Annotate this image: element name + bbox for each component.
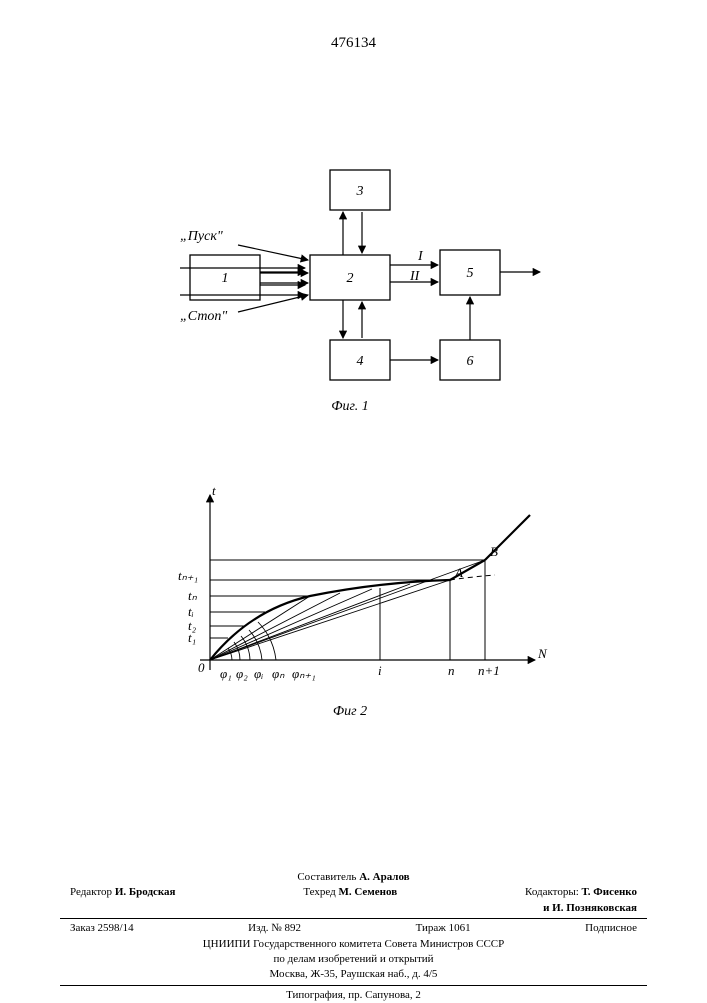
figure-1: 1 2 3 4 5 6 „Пуск" „Стоп" I II Фиг. 1	[150, 140, 550, 420]
xtick-phii: φᵢ	[254, 666, 263, 681]
techred-name: М. Семенов	[338, 886, 397, 898]
xtick-phi2: φ₂	[236, 666, 248, 681]
page-number: 476134	[0, 35, 707, 52]
block-2-label: 2	[347, 271, 354, 286]
label-stop: „Стоп"	[180, 309, 227, 324]
coder2-name: и И. Позняковская	[543, 902, 637, 914]
editor-name: И. Бродская	[115, 886, 176, 898]
block-6-label: 6	[467, 354, 474, 369]
address: Москва, Ж-35, Раушская наб., д. 4/5	[60, 967, 647, 982]
editor-label: Редактор	[70, 886, 112, 898]
tirazh: Тираж 1061	[416, 921, 471, 936]
ytick-tn1: tₙ₊₁	[178, 568, 198, 583]
block-4-label: 4	[357, 354, 364, 369]
point-A: A	[454, 565, 463, 580]
compiler-name: А. Аралов	[359, 871, 409, 883]
xtick-n1: n+1	[478, 663, 500, 678]
izd-number: Изд. № 892	[248, 921, 301, 936]
xtick-phin1: φₙ₊₁	[292, 666, 316, 681]
label-II: II	[409, 269, 421, 284]
ytick-ti: tᵢ	[188, 604, 194, 619]
xtick-n: n	[448, 663, 455, 678]
figure-2: t N 0 t₁ t₂ tᵢ tₙ tₙ₊₁ φ₁ φ₂ φᵢ φₙ φₙ₊₁ …	[150, 480, 550, 740]
coder1-name: Т. Фисенко	[582, 886, 637, 898]
fig1-caption: Фиг. 1	[331, 399, 369, 414]
xtick-phin: φₙ	[272, 666, 285, 681]
coder-label: Кодакторы:	[525, 886, 579, 898]
xtick-i: i	[378, 663, 382, 678]
credits-block: Составитель А. Аралов Редактор И. Бродск…	[60, 870, 647, 1003]
block-3-label: 3	[356, 184, 364, 199]
label-I: I	[417, 249, 424, 264]
x-axis-label: N	[537, 646, 548, 661]
typography: Типография, пр. Сапунова, 2	[60, 988, 647, 1003]
ytick-t2: t₂	[188, 618, 197, 633]
order-number: Заказ 2598/14	[70, 921, 134, 936]
podpisnoe: Подписное	[585, 921, 637, 936]
block-1-label: 1	[222, 271, 229, 286]
org-line-1: ЦНИИПИ Государственного комитета Совета …	[60, 937, 647, 952]
y-axis-label: t	[212, 483, 216, 498]
ytick-tn: tₙ	[188, 588, 198, 603]
xtick-phi1: φ₁	[220, 666, 232, 681]
fig2-caption: Фиг 2	[333, 704, 367, 719]
block-5-label: 5	[467, 266, 474, 281]
techred-label: Техред	[303, 886, 335, 898]
compiler-label: Составитель	[297, 871, 356, 883]
label-pusk: „Пуск"	[180, 229, 223, 244]
point-B: B	[490, 544, 498, 559]
org-line-2: по делам изобретений и открытий	[60, 952, 647, 967]
origin-label: 0	[198, 660, 205, 675]
